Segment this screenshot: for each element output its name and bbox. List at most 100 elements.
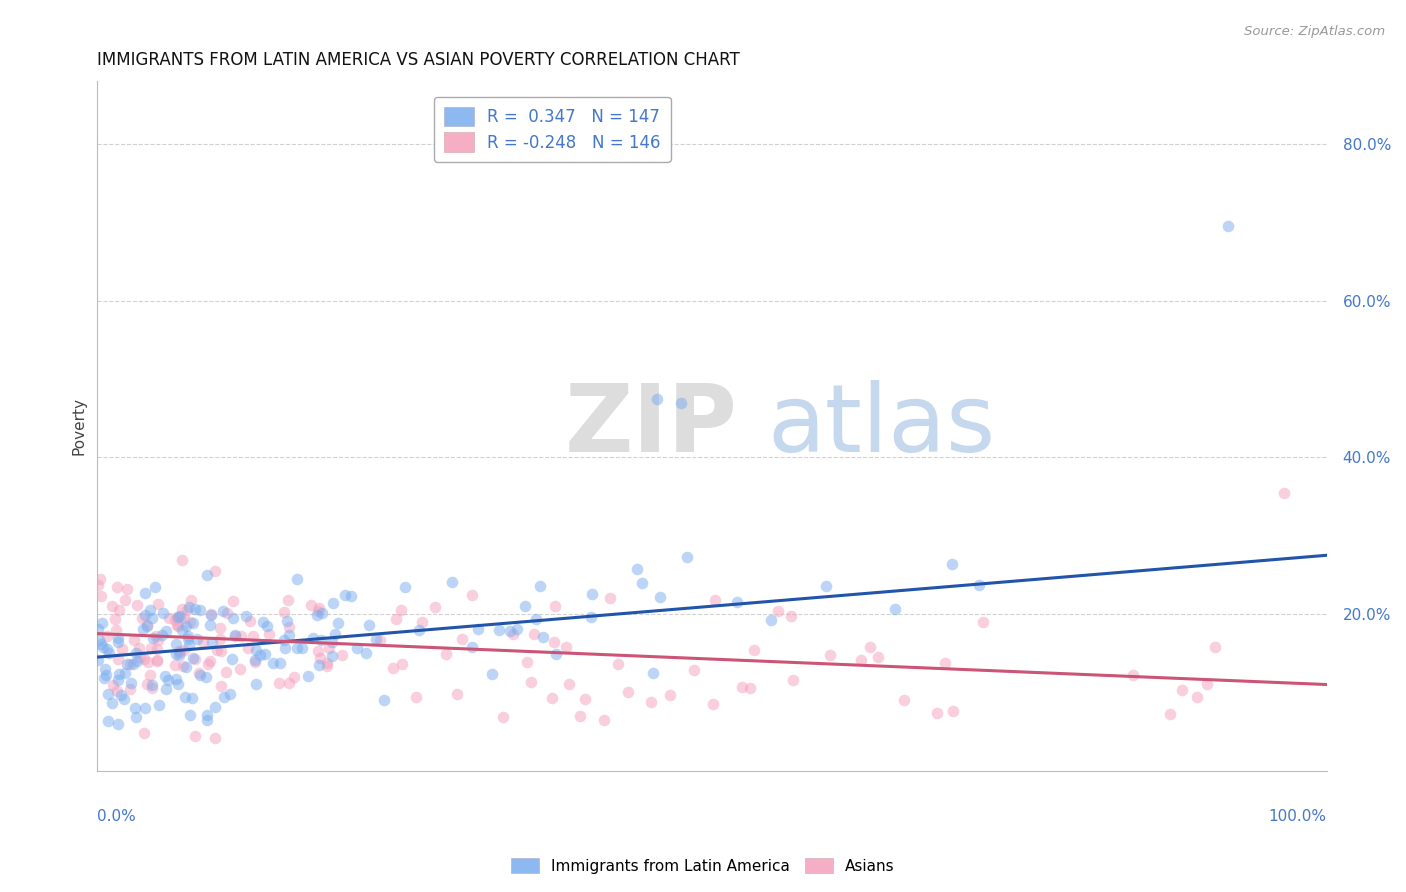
Point	[143, 580, 166, 594]
Point	[738, 681, 761, 696]
Point	[184, 602, 207, 616]
Point	[607, 657, 630, 671]
Point	[278, 628, 301, 642]
Point	[165, 673, 187, 687]
Point	[129, 650, 152, 665]
Point	[257, 627, 280, 641]
Point	[173, 643, 195, 657]
Point	[520, 674, 543, 689]
Point	[593, 713, 616, 727]
Point	[256, 619, 278, 633]
Point	[543, 635, 565, 649]
Point	[814, 579, 837, 593]
Point	[650, 590, 672, 604]
Point	[318, 641, 340, 656]
Point	[249, 648, 271, 662]
Point	[139, 668, 162, 682]
Y-axis label: Poverty: Poverty	[72, 397, 86, 455]
Point	[742, 643, 765, 657]
Point	[893, 693, 915, 707]
Point	[373, 693, 395, 707]
Point	[574, 692, 596, 706]
Point	[730, 680, 752, 694]
Point	[100, 599, 122, 614]
Point	[177, 599, 200, 614]
Point	[461, 588, 484, 602]
Point	[231, 629, 253, 643]
Point	[557, 677, 579, 691]
Point	[599, 591, 621, 606]
Point	[308, 657, 330, 672]
Point	[188, 603, 211, 617]
Point	[488, 623, 510, 637]
Point	[330, 648, 353, 662]
Point	[581, 587, 603, 601]
Point	[278, 620, 301, 634]
Point	[200, 607, 222, 622]
Text: ZIP: ZIP	[564, 380, 737, 472]
Point	[132, 622, 155, 636]
Point	[135, 618, 157, 632]
Point	[273, 606, 295, 620]
Point	[451, 632, 474, 647]
Point	[105, 580, 128, 594]
Point	[934, 656, 956, 670]
Point	[541, 691, 564, 706]
Point	[273, 633, 295, 648]
Legend: Immigrants from Latin America, Asians: Immigrants from Latin America, Asians	[505, 852, 901, 880]
Point	[569, 709, 592, 723]
Point	[176, 659, 198, 673]
Point	[884, 601, 907, 615]
Point	[309, 633, 332, 648]
Point	[142, 631, 165, 645]
Point	[101, 678, 124, 692]
Point	[157, 611, 180, 625]
Point	[579, 610, 602, 624]
Point	[204, 565, 226, 579]
Point	[89, 573, 111, 587]
Point	[165, 637, 187, 651]
Point	[221, 651, 243, 665]
Point	[125, 654, 148, 668]
Point	[87, 632, 110, 647]
Point	[851, 653, 873, 667]
Point	[641, 666, 664, 681]
Point	[236, 641, 259, 656]
Point	[297, 669, 319, 683]
Point	[181, 651, 204, 665]
Point	[132, 726, 155, 740]
Point	[245, 677, 267, 691]
Point	[93, 671, 115, 685]
Point	[179, 707, 201, 722]
Point	[176, 602, 198, 616]
Point	[391, 657, 413, 671]
Point	[211, 604, 233, 618]
Point	[105, 623, 128, 637]
Point	[523, 627, 546, 641]
Point	[308, 651, 330, 665]
Point	[941, 557, 963, 571]
Point	[169, 645, 191, 659]
Point	[91, 615, 114, 630]
Point	[114, 665, 136, 680]
Point	[122, 632, 145, 647]
Point	[155, 682, 177, 697]
Point	[1187, 690, 1209, 704]
Point	[138, 655, 160, 669]
Point	[277, 676, 299, 690]
Point	[195, 708, 218, 723]
Point	[111, 642, 134, 657]
Point	[276, 614, 298, 628]
Point	[283, 670, 305, 684]
Point	[172, 659, 194, 673]
Point	[506, 622, 529, 636]
Point	[188, 668, 211, 682]
Point	[285, 641, 308, 656]
Point	[460, 640, 482, 654]
Point	[201, 635, 224, 649]
Point	[169, 648, 191, 662]
Point	[354, 647, 377, 661]
Point	[321, 596, 343, 610]
Point	[502, 627, 524, 641]
Point	[291, 641, 314, 656]
